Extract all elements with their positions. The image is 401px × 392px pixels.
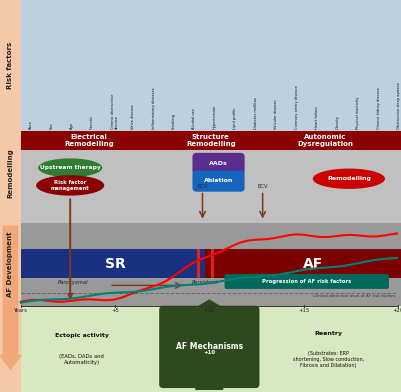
Text: AF Development: AF Development — [8, 232, 13, 298]
Text: AADs: AADs — [209, 162, 228, 166]
Text: Heart failure: Heart failure — [315, 106, 319, 129]
Text: Diabetes mellitus: Diabetes mellitus — [254, 97, 258, 129]
Bar — [0, 223, 21, 306]
Text: Risk factors: Risk factors — [8, 42, 13, 89]
Bar — [0, 306, 21, 392]
Text: Ectopic activity: Ectopic activity — [55, 334, 109, 338]
FancyArrow shape — [0, 225, 22, 370]
Text: Electrical
Remodelling: Electrical Remodelling — [65, 134, 114, 147]
Text: Risk factor
management: Risk factor management — [51, 180, 89, 191]
Text: Structure
Remodelling: Structure Remodelling — [186, 134, 236, 147]
Bar — [21, 0, 401, 131]
Text: Physical inactivity: Physical inactivity — [356, 96, 360, 129]
Text: Permanent: Permanent — [338, 280, 367, 285]
Text: Chronic kidney disease: Chronic kidney disease — [377, 87, 381, 129]
Bar — [211, 249, 214, 278]
Text: SR: SR — [105, 257, 126, 270]
Text: AF Mechanisms: AF Mechanisms — [176, 343, 243, 351]
Text: +10: +10 — [203, 350, 215, 355]
Text: Valvular disease: Valvular disease — [274, 99, 278, 129]
FancyBboxPatch shape — [192, 153, 245, 175]
Text: ECV: ECV — [257, 183, 268, 189]
Bar — [0, 131, 21, 223]
Text: ECV: ECV — [197, 183, 208, 189]
Text: Alcohol use: Alcohol use — [192, 108, 196, 129]
Text: Race: Race — [29, 120, 33, 129]
Text: Age: Age — [70, 122, 74, 129]
Text: (EADs, DADs and
Automaticity): (EADs, DADs and Automaticity) — [59, 354, 104, 365]
Text: Upstream therapy: Upstream therapy — [40, 165, 101, 170]
Bar — [21, 131, 401, 150]
Text: Smoking: Smoking — [172, 113, 176, 129]
Polygon shape — [195, 299, 223, 390]
Bar — [0, 306, 401, 392]
Text: Hypertension: Hypertension — [213, 104, 217, 129]
Text: Autonomic
Dysregulation: Autonomic Dysregulation — [297, 134, 353, 147]
Text: Obesity: Obesity — [336, 114, 340, 129]
Bar — [21, 150, 401, 223]
Text: Obstructive sleep apnoea: Obstructive sleep apnoea — [397, 82, 401, 129]
Text: Clinical detection level of AF risk factors: Clinical detection level of AF risk fact… — [313, 294, 395, 298]
Text: Remodelling: Remodelling — [8, 149, 13, 198]
Text: +15: +15 — [298, 308, 309, 313]
Text: Sex: Sex — [49, 122, 53, 129]
Ellipse shape — [313, 169, 385, 189]
Ellipse shape — [36, 175, 104, 196]
FancyBboxPatch shape — [192, 171, 245, 192]
Bar — [205, 249, 401, 278]
Text: Paroxysmal: Paroxysmal — [58, 280, 88, 285]
Text: Progression of AF risk factors: Progression of AF risk factors — [262, 279, 351, 284]
Text: Lipid profile: Lipid profile — [233, 107, 237, 129]
Text: Genetic: Genetic — [90, 114, 94, 129]
Text: +10: +10 — [204, 308, 215, 313]
FancyBboxPatch shape — [225, 274, 389, 289]
Text: (Substrates: ERP
shortening, Slow conduction,
Fibrosis and Dilatation): (Substrates: ERP shortening, Slow conduc… — [293, 350, 364, 368]
Text: Chronic obstructive
disease: Chronic obstructive disease — [111, 93, 119, 129]
Text: Coronary artery disease: Coronary artery disease — [295, 85, 299, 129]
Text: Reentry: Reentry — [314, 331, 342, 336]
Text: Years: Years — [14, 308, 28, 313]
Text: Valve disease: Valve disease — [131, 104, 135, 129]
Text: Persistent: Persistent — [192, 280, 219, 285]
Text: Remodelling: Remodelling — [327, 176, 371, 181]
Text: +20: +20 — [392, 308, 401, 313]
Text: Inflammatory diseases: Inflammatory diseases — [152, 87, 156, 129]
Bar — [21, 249, 209, 278]
Bar — [197, 249, 200, 278]
Ellipse shape — [38, 158, 102, 177]
FancyBboxPatch shape — [159, 306, 259, 388]
Text: +5: +5 — [111, 308, 119, 313]
Text: Ablation: Ablation — [204, 178, 233, 183]
Text: AF: AF — [303, 257, 323, 270]
Bar — [21, 223, 401, 306]
